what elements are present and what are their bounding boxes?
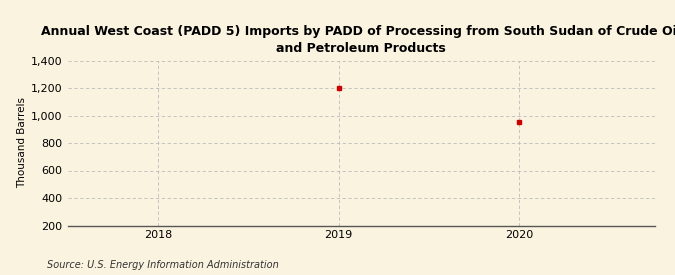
Text: Source: U.S. Energy Information Administration: Source: U.S. Energy Information Administ… — [47, 260, 279, 270]
Y-axis label: Thousand Barrels: Thousand Barrels — [17, 98, 27, 188]
Title: Annual West Coast (PADD 5) Imports by PADD of Processing from South Sudan of Cru: Annual West Coast (PADD 5) Imports by PA… — [41, 25, 675, 55]
